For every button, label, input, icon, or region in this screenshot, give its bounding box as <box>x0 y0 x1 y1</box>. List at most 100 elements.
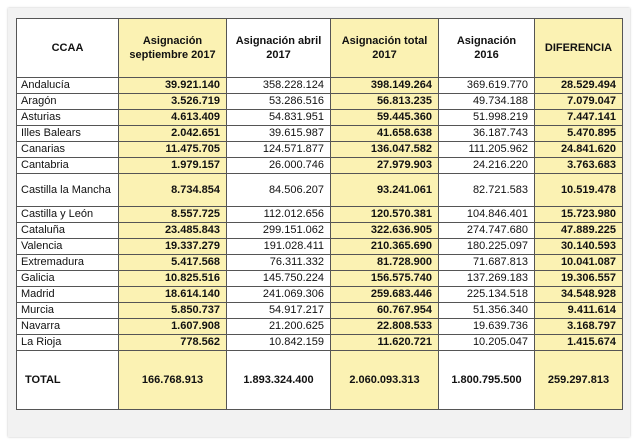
cell-april-2017: 53.286.516 <box>226 93 331 110</box>
cell-ccaa: Cantabria <box>16 157 119 174</box>
cell-diferencia: 24.841.620 <box>534 141 623 158</box>
header-total-2017: Asignación total 2017 <box>330 18 439 78</box>
cell-sept-2017: 5.417.568 <box>118 254 227 271</box>
cell-april-2017: 124.571.877 <box>226 141 331 158</box>
table-row: Andalucía 39.921.140 358.228.124 398.149.26… <box>16 77 623 94</box>
cell-total-2017: 120.570.381 <box>330 206 439 223</box>
cell-total-2017: 59.445.360 <box>330 109 439 126</box>
cell-diferencia: 34.548.928 <box>534 286 623 303</box>
cell-april-2017: 299.151.062 <box>226 222 331 239</box>
cell-sept-2017: 39.921.140 <box>118 77 227 94</box>
cell-2016: 274.747.680 <box>438 222 535 239</box>
cell-total-2017: 60.767.954 <box>330 302 439 319</box>
cell-total-2017: 93.241.061 <box>330 173 439 207</box>
cell-diferencia: 3.168.797 <box>534 318 623 335</box>
cell-ccaa: Aragón <box>16 93 119 110</box>
cell-diferencia: 3.763.683 <box>534 157 623 174</box>
table-row: Asturias 4.613.409 54.831.951 59.445.360 51.… <box>16 109 623 126</box>
table-row: Madrid 18.614.140 241.069.306 259.683.446 22… <box>16 286 623 303</box>
cell-total-2017: 210.365.690 <box>330 238 439 255</box>
header-row: CCAA Asignación septiembre 2017 Asignaci… <box>16 18 623 78</box>
cell-2016: 104.846.401 <box>438 206 535 223</box>
cell-april-2017: 26.000.746 <box>226 157 331 174</box>
total-sept-2017: 166.768.913 <box>118 350 227 410</box>
cell-sept-2017: 10.825.516 <box>118 270 227 287</box>
cell-ccaa: Valencia <box>16 238 119 255</box>
cell-total-2017: 259.683.446 <box>330 286 439 303</box>
cell-diferencia: 9.411.614 <box>534 302 623 319</box>
cell-april-2017: 145.750.224 <box>226 270 331 287</box>
cell-april-2017: 54.831.951 <box>226 109 331 126</box>
cell-total-2017: 41.658.638 <box>330 125 439 142</box>
total-row: TOTAL 166.768.913 1.893.324.400 2.060.093.3… <box>16 350 623 410</box>
total-april-2017: 1.893.324.400 <box>226 350 331 410</box>
cell-diferencia: 19.306.557 <box>534 270 623 287</box>
cell-sept-2017: 19.337.279 <box>118 238 227 255</box>
cell-ccaa: La Rioja <box>16 334 119 351</box>
cell-diferencia: 10.519.478 <box>534 173 623 207</box>
cell-2016: 51.356.340 <box>438 302 535 319</box>
cell-ccaa: Andalucía <box>16 77 119 94</box>
cell-2016: 369.619.770 <box>438 77 535 94</box>
cell-diferencia: 7.447.141 <box>534 109 623 126</box>
cell-diferencia: 15.723.980 <box>534 206 623 223</box>
cell-sept-2017: 8.734.854 <box>118 173 227 207</box>
cell-ccaa: Extremadura <box>16 254 119 271</box>
cell-diferencia: 10.041.087 <box>534 254 623 271</box>
cell-april-2017: 76.311.332 <box>226 254 331 271</box>
cell-2016: 36.187.743 <box>438 125 535 142</box>
cell-diferencia: 28.529.494 <box>534 77 623 94</box>
cell-sept-2017: 23.485.843 <box>118 222 227 239</box>
cell-ccaa: Madrid <box>16 286 119 303</box>
cell-diferencia: 30.140.593 <box>534 238 623 255</box>
header-2016: Asignación 2016 <box>438 18 535 78</box>
total-2016: 1.800.795.500 <box>438 350 535 410</box>
table-row: Illes Balears 2.042.651 39.615.987 41.658.6… <box>16 125 623 142</box>
cell-2016: 111.205.962 <box>438 141 535 158</box>
table-row: Cantabria 1.979.157 26.000.746 27.979.903 24… <box>16 157 623 174</box>
table-row: Castilla y León 8.557.725 112.012.656 120.5… <box>16 206 623 223</box>
cell-sept-2017: 8.557.725 <box>118 206 227 223</box>
table-row: Castilla la Mancha 8.734.854 84.506.207 93.… <box>16 173 623 207</box>
cell-april-2017: 39.615.987 <box>226 125 331 142</box>
cell-sept-2017: 18.614.140 <box>118 286 227 303</box>
cell-sept-2017: 4.613.409 <box>118 109 227 126</box>
cell-total-2017: 136.047.582 <box>330 141 439 158</box>
cell-sept-2017: 1.979.157 <box>118 157 227 174</box>
total-total-2017: 2.060.093.313 <box>330 350 439 410</box>
header-april-2017: Asignación abril 2017 <box>226 18 331 78</box>
total-diferencia: 259.297.813 <box>534 350 623 410</box>
cell-sept-2017: 1.607.908 <box>118 318 227 335</box>
cell-2016: 49.734.188 <box>438 93 535 110</box>
cell-total-2017: 22.808.533 <box>330 318 439 335</box>
cell-2016: 10.205.047 <box>438 334 535 351</box>
cell-april-2017: 191.028.411 <box>226 238 331 255</box>
cell-ccaa: Cataluña <box>16 222 119 239</box>
cell-sept-2017: 3.526.719 <box>118 93 227 110</box>
table-row: La Rioja 778.562 10.842.159 11.620.721 10.20… <box>16 334 623 351</box>
cell-april-2017: 54.917.217 <box>226 302 331 319</box>
cell-april-2017: 84.506.207 <box>226 173 331 207</box>
cell-ccaa: Illes Balears <box>16 125 119 142</box>
cell-total-2017: 398.149.264 <box>330 77 439 94</box>
header-sept-2017: Asignación septiembre 2017 <box>118 18 227 78</box>
cell-total-2017: 56.813.235 <box>330 93 439 110</box>
cell-sept-2017: 2.042.651 <box>118 125 227 142</box>
cell-ccaa: Navarra <box>16 318 119 335</box>
cell-total-2017: 156.575.740 <box>330 270 439 287</box>
cell-ccaa: Castilla y León <box>16 206 119 223</box>
cell-ccaa: Murcia <box>16 302 119 319</box>
header-diferencia: DIFERENCIA <box>534 18 623 78</box>
table-row: Canarias 11.475.705 124.571.877 136.047.582… <box>16 141 623 158</box>
cell-april-2017: 10.842.159 <box>226 334 331 351</box>
cell-total-2017: 81.728.900 <box>330 254 439 271</box>
table-row: Extremadura 5.417.568 76.311.332 81.728.900… <box>16 254 623 271</box>
table-row: Navarra 1.607.908 21.200.625 22.808.533 19.6… <box>16 318 623 335</box>
cell-diferencia: 5.470.895 <box>534 125 623 142</box>
table-row: Galicia 10.825.516 145.750.224 156.575.740 1… <box>16 270 623 287</box>
table-row: Valencia 19.337.279 191.028.411 210.365.690… <box>16 238 623 255</box>
cell-april-2017: 358.228.124 <box>226 77 331 94</box>
cell-april-2017: 21.200.625 <box>226 318 331 335</box>
header-ccaa: CCAA <box>16 18 119 78</box>
cell-2016: 180.225.097 <box>438 238 535 255</box>
